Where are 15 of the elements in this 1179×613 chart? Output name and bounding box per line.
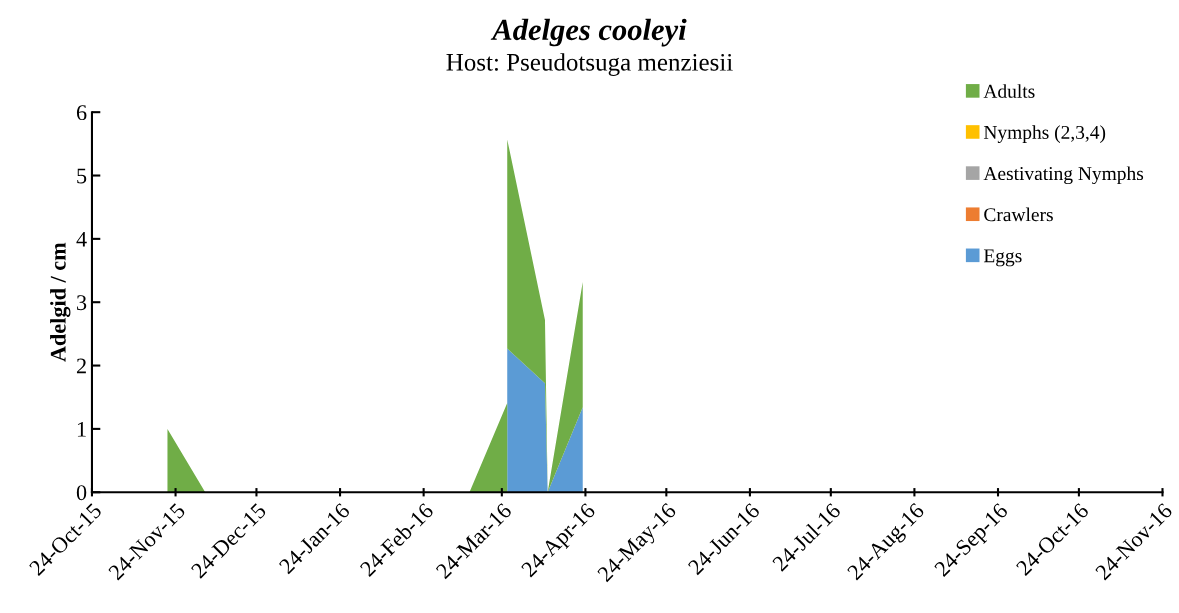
y-tick-label: 5 bbox=[77, 168, 87, 184]
legend-label: Crawlers bbox=[984, 207, 1053, 222]
legend-label: Eggs bbox=[983, 249, 1022, 267]
chart-title: Adelges cooleyi bbox=[490, 18, 687, 47]
y-tick-label: 2 bbox=[76, 358, 86, 374]
y-axis-title: Adelgid / cm bbox=[50, 242, 71, 362]
y-tick-label: 1 bbox=[77, 421, 86, 437]
y-tick-label: 4 bbox=[76, 231, 87, 247]
y-tick-label: 6 bbox=[76, 105, 87, 121]
chart-subtitle: Host: Pseudotsuga menziesii bbox=[446, 53, 733, 76]
y-tick-label: 3 bbox=[77, 295, 87, 311]
y-tick-label: 0 bbox=[76, 485, 87, 501]
legend-label: Nymphs (2,3,4) bbox=[983, 125, 1106, 143]
legend-label: Adults bbox=[983, 84, 1035, 98]
legend-label: Aestivating Nymphs bbox=[983, 166, 1144, 185]
